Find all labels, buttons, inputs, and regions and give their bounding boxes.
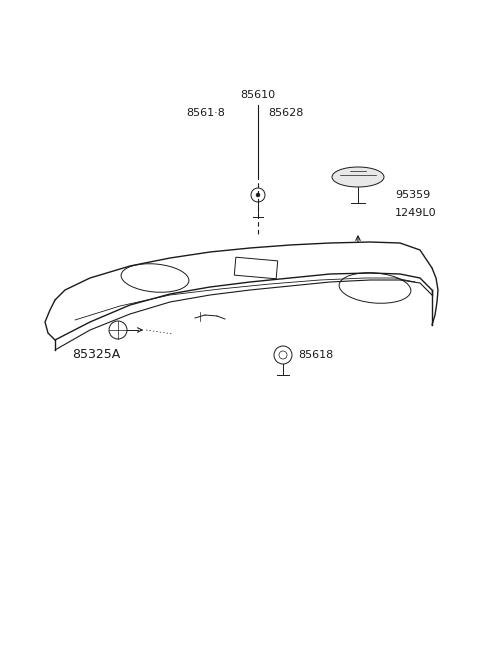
Circle shape	[256, 193, 260, 197]
Text: 85610: 85610	[240, 90, 276, 100]
Text: 8561·8: 8561·8	[186, 108, 225, 118]
Text: 85628: 85628	[268, 108, 303, 118]
Ellipse shape	[332, 167, 384, 187]
Text: 85618: 85618	[298, 350, 333, 360]
Text: 1249L0: 1249L0	[395, 208, 437, 218]
Text: 85325A: 85325A	[72, 348, 120, 361]
Text: 95359: 95359	[395, 190, 430, 200]
